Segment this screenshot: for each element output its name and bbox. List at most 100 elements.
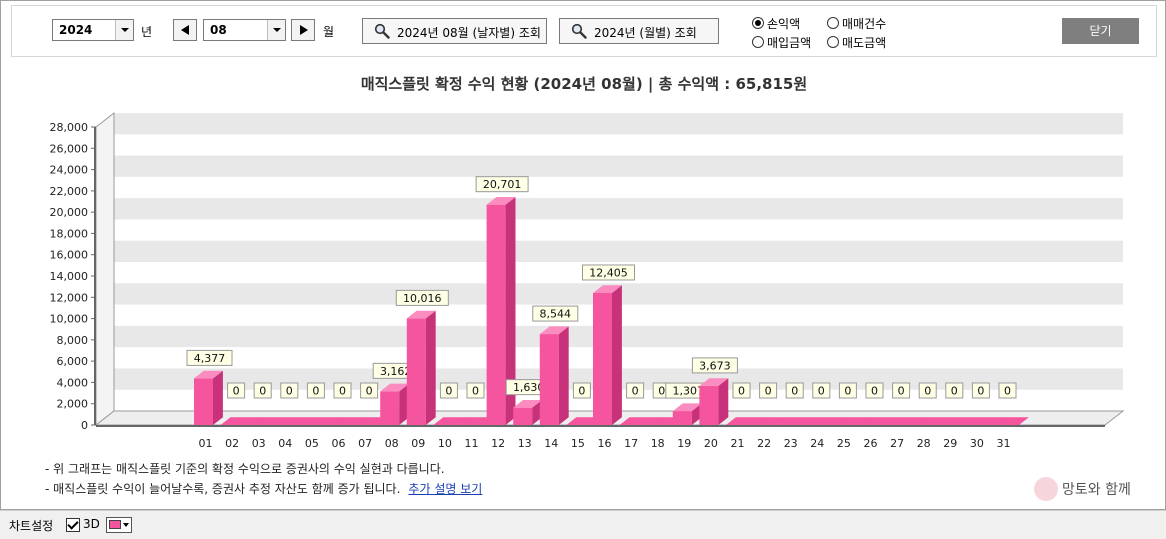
bar-top — [699, 378, 729, 386]
notes: - 위 그래프는 매직스플릿 기준의 확정 수익으로 증권사의 수익 실현과 다… — [45, 459, 482, 499]
radio-profit[interactable]: 손익액 — [752, 15, 800, 32]
y-tick-label: 4,000 — [57, 376, 89, 389]
monthly-query-button[interactable]: 2024년 (월별) 조회 — [559, 18, 719, 44]
data-label: 0 — [472, 385, 479, 398]
data-label: 0 — [658, 385, 665, 398]
data-label: 0 — [445, 385, 452, 398]
x-tick-label: 22 — [757, 437, 771, 450]
bar-top — [593, 285, 622, 293]
bar-top — [194, 370, 223, 379]
data-label-box — [759, 382, 778, 399]
color-swatch — [109, 520, 121, 529]
year-value: 2024 — [59, 23, 93, 37]
data-label-box — [466, 382, 485, 399]
x-tick-label: 09 — [411, 437, 425, 450]
statusbar: 차트설정 3D — [0, 510, 1166, 539]
bar-side — [612, 285, 622, 425]
bar-top — [539, 326, 569, 335]
y-tick-label: 20,000 — [50, 206, 89, 219]
bar-flat — [805, 417, 843, 425]
y-tick-label: 6,000 — [57, 355, 89, 368]
bar-flat — [779, 417, 817, 425]
x-tick-label: 14 — [544, 437, 558, 450]
x-tick-label: 08 — [385, 437, 399, 450]
data-label: 8,544 — [540, 308, 572, 321]
x-tick-label: 03 — [252, 437, 266, 450]
bar-flat — [938, 417, 976, 425]
side-wall — [95, 111, 115, 427]
grid-band — [114, 198, 1123, 220]
bar — [380, 391, 400, 425]
x-tick-label: 18 — [651, 437, 665, 450]
chevron-down-icon — [123, 523, 129, 527]
data-label: 0 — [898, 385, 905, 398]
radio-dot — [827, 36, 839, 48]
bar-flat — [433, 417, 471, 425]
data-label: 0 — [844, 385, 851, 398]
x-tick-label: 10 — [438, 437, 452, 450]
radio-trade-count[interactable]: 매매건수 — [827, 15, 886, 32]
bar-side — [691, 403, 702, 425]
data-label-box — [395, 289, 449, 306]
next-month-button[interactable] — [291, 19, 315, 41]
x-tick-label: 27 — [890, 437, 904, 450]
data-label: 0 — [632, 385, 639, 398]
bar-flat — [273, 417, 311, 425]
data-label: 4,377 — [194, 352, 226, 365]
x-tick-label: 29 — [943, 437, 957, 450]
close-button[interactable]: 닫기 — [1062, 18, 1139, 44]
daily-query-button[interactable]: 2024년 08월 (날자별) 조회 — [362, 18, 547, 44]
x-tick-label: 26 — [864, 437, 878, 450]
bar-flat — [752, 417, 790, 425]
more-info-link[interactable]: 추가 설명 보기 — [408, 482, 483, 496]
note-line-1: - 위 그래프는 매직스플릿 기준의 확정 수익으로 증권사의 수익 실현과 다… — [45, 462, 445, 476]
data-label: 0 — [738, 385, 745, 398]
data-label-box — [971, 382, 990, 399]
x-tick-label: 13 — [518, 437, 532, 450]
bar-color-picker[interactable] — [106, 517, 132, 533]
year-combo[interactable]: 2024 — [52, 19, 134, 41]
data-label: 0 — [924, 385, 931, 398]
watermark-logo: 망토와 함께 — [1034, 477, 1131, 501]
data-label: 0 — [791, 385, 798, 398]
data-label: 12,405 — [589, 266, 628, 279]
bar-top — [380, 383, 410, 392]
radio-sell-amount[interactable]: 매도금액 — [827, 34, 886, 51]
data-label-box — [838, 382, 857, 399]
data-label: 0 — [951, 385, 958, 398]
chevron-down-icon[interactable] — [267, 20, 285, 40]
x-tick-label: 15 — [571, 437, 585, 450]
bar-side — [505, 196, 516, 425]
data-label: 1,307 — [673, 385, 705, 398]
data-label-box — [892, 382, 911, 399]
data-label-box — [532, 305, 579, 322]
bar — [486, 204, 506, 425]
radio-buy-amount-label: 매입금액 — [767, 36, 812, 50]
data-label-box — [918, 382, 937, 399]
data-label-box — [582, 264, 635, 281]
bar-flat — [885, 417, 923, 425]
chevron-down-icon[interactable] — [115, 20, 133, 40]
data-label-box — [732, 382, 751, 399]
toolbar: 2024 년 08 월 2024년 08월 (날자별) 조회 2024년 (월별… — [11, 5, 1157, 57]
bar-flat — [220, 417, 258, 425]
data-label: 3,673 — [699, 359, 731, 372]
y-tick-label: 18,000 — [50, 227, 89, 240]
radio-buy-amount[interactable]: 매입금액 — [752, 34, 811, 51]
x-tick-label: 16 — [598, 437, 612, 450]
x-tick-label: 07 — [358, 437, 372, 450]
grid-band — [114, 240, 1123, 262]
x-tick-label: 12 — [491, 437, 505, 450]
bar-flat — [327, 417, 364, 425]
bar-flat — [832, 417, 870, 425]
bar-side — [532, 399, 543, 425]
radio-sell-amount-label: 매도금액 — [842, 36, 887, 50]
data-label-box — [865, 382, 884, 399]
prev-month-button[interactable] — [173, 19, 197, 41]
x-tick-label: 30 — [970, 437, 984, 450]
data-label: 0 — [312, 385, 319, 398]
x-tick-label: 24 — [810, 437, 824, 450]
threed-checkbox[interactable] — [66, 518, 80, 532]
bar-chart: 0 2,000 4,000 6,000 8,000 10,000 12,000 14,000 1… — [50, 111, 1125, 450]
month-combo[interactable]: 08 — [203, 19, 286, 41]
